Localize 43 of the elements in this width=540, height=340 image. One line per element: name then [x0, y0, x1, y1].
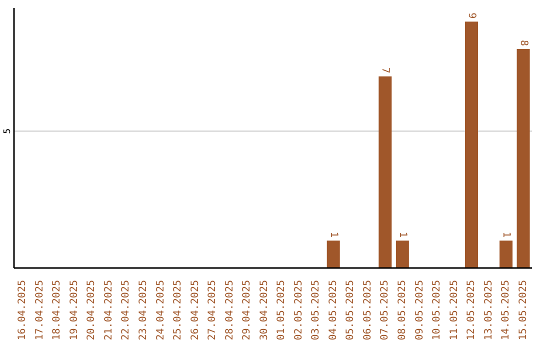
x-tick-label: 12.05.2025: [466, 280, 478, 340]
x-tick-label: 28.04.2025: [224, 280, 236, 340]
x-tick-label: 27.04.2025: [207, 280, 218, 340]
data-label: 9: [466, 12, 478, 19]
x-tick-label: 09.05.2025: [414, 280, 426, 340]
x-tick-label: 23.04.2025: [138, 280, 149, 340]
data-label: 1: [328, 232, 339, 238]
x-tick-label: 06.05.2025: [362, 280, 374, 340]
x-tick-label: 05.05.2025: [345, 280, 356, 340]
y-tick-label: 5: [3, 128, 13, 134]
bar: [378, 76, 392, 268]
x-tick-label: 19.04.2025: [68, 280, 80, 340]
data-label: 8: [518, 40, 529, 46]
bar: [516, 49, 530, 268]
bar: [396, 240, 409, 268]
x-tick-label: 21.04.2025: [103, 280, 114, 340]
x-tick-label: 18.04.2025: [52, 280, 63, 340]
x-tick-label: 03.05.2025: [310, 280, 322, 340]
x-tick-label: 30.04.2025: [258, 280, 270, 340]
x-tick-label: 20.04.2025: [86, 280, 98, 340]
x-tick-label: 14.05.2025: [500, 280, 512, 340]
x-tick-label: 15.05.2025: [518, 280, 529, 340]
x-tick-label: 24.04.2025: [155, 280, 166, 340]
x-tick-label: 01.05.2025: [276, 280, 288, 340]
bar: [326, 240, 340, 268]
data-label: 1: [396, 232, 408, 238]
x-tick-label: 13.05.2025: [483, 280, 494, 340]
x-tick-label: 25.04.2025: [172, 280, 184, 340]
x-tick-label: 22.04.2025: [120, 280, 132, 340]
x-tick-label: 26.04.2025: [190, 280, 201, 340]
data-label: 7: [380, 67, 391, 74]
x-tick-label: 08.05.2025: [397, 280, 408, 340]
x-tick-label: 07.05.2025: [380, 280, 391, 340]
x-tick-label: 17.04.2025: [34, 280, 46, 340]
x-tick-label: 10.05.2025: [432, 280, 443, 340]
bar: [465, 22, 478, 268]
bar: [500, 240, 513, 268]
x-tick-label: 11.05.2025: [448, 280, 460, 340]
data-label: 1: [500, 232, 512, 238]
x-tick-label: 04.05.2025: [328, 280, 339, 340]
x-tick-label: 29.04.2025: [242, 280, 253, 340]
x-tick-label: 16.04.2025: [17, 280, 28, 340]
x-tick-label: 02.05.2025: [293, 280, 304, 340]
